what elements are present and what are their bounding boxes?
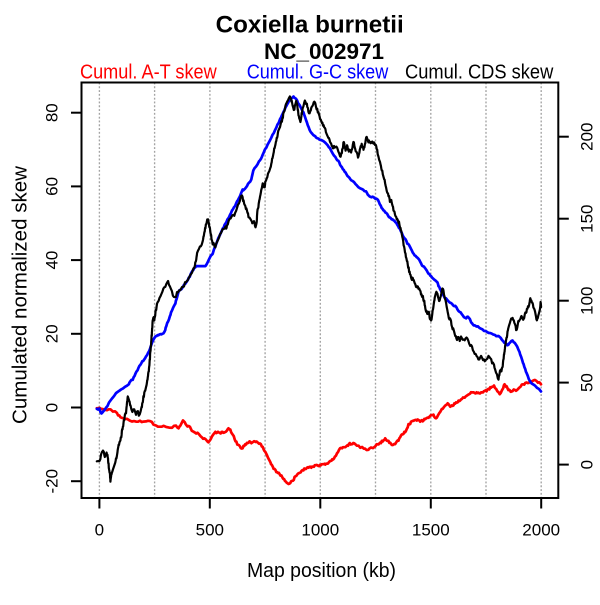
svg-text:60: 60 bbox=[43, 177, 62, 196]
svg-text:2000: 2000 bbox=[522, 521, 560, 540]
svg-text:NC_002971: NC_002971 bbox=[264, 39, 384, 64]
svg-text:0: 0 bbox=[95, 521, 104, 540]
svg-text:Cumul. A-T skew: Cumul. A-T skew bbox=[80, 61, 217, 83]
svg-text:Cumul. CDS skew: Cumul. CDS skew bbox=[405, 61, 554, 83]
svg-text:Map position (kb): Map position (kb) bbox=[247, 560, 396, 582]
svg-text:Coxiella burnetii: Coxiella burnetii bbox=[216, 12, 404, 39]
svg-text:500: 500 bbox=[196, 521, 224, 540]
svg-text:0: 0 bbox=[578, 460, 597, 469]
svg-text:50: 50 bbox=[578, 373, 597, 392]
svg-text:1500: 1500 bbox=[412, 521, 450, 540]
svg-text:20: 20 bbox=[43, 324, 62, 343]
svg-text:Cumulated normalized skew: Cumulated normalized skew bbox=[10, 165, 32, 424]
svg-text:-20: -20 bbox=[43, 469, 62, 494]
svg-text:0: 0 bbox=[43, 403, 62, 412]
svg-text:40: 40 bbox=[43, 251, 62, 270]
svg-text:100: 100 bbox=[578, 287, 597, 315]
svg-text:1000: 1000 bbox=[301, 521, 339, 540]
svg-text:150: 150 bbox=[578, 205, 597, 233]
svg-text:80: 80 bbox=[43, 103, 62, 122]
svg-text:Cumul. G-C skew: Cumul. G-C skew bbox=[247, 61, 389, 83]
svg-text:200: 200 bbox=[578, 123, 597, 151]
